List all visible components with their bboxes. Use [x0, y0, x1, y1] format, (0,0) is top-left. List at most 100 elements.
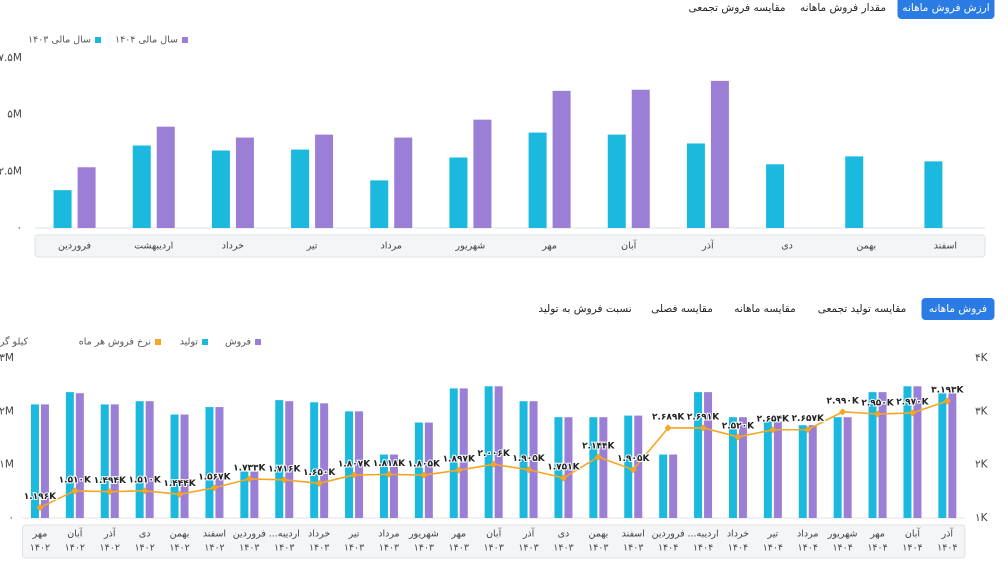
tab-active[interactable]: [897, 0, 995, 19]
x-tick-label: شهریور: [408, 529, 439, 540]
x-tick-label: ۱۴۰۳: [588, 543, 608, 554]
bar: [379, 454, 388, 518]
tab-active[interactable]: [921, 298, 995, 320]
bar: [484, 386, 493, 518]
bar: [763, 421, 772, 518]
data-label: ۱.۷۳۳K: [233, 463, 266, 473]
line-point: [420, 471, 428, 479]
legend-swatch: [255, 339, 261, 345]
tab[interactable]: مقایسه تولید تجمعی: [818, 303, 907, 315]
x-tick-label: بهمن: [170, 529, 190, 540]
y-tick-label: ۰: [16, 222, 22, 234]
bar: [798, 425, 807, 518]
x-tick-label: اسفند: [934, 241, 957, 252]
x-tick-label: ۱۴۰۳: [344, 543, 364, 554]
x-tick-label: خرداد: [727, 529, 749, 540]
x-tick-label: شهریور: [827, 529, 858, 540]
x-tick-label: فروردین: [233, 529, 266, 540]
x-tick-label: ۱۴۰۲: [134, 543, 154, 554]
tab[interactable]: مقایسه ماهانه: [734, 303, 796, 315]
x-tick-label: مرداد: [378, 529, 399, 540]
tab[interactable]: فروش ماهانه: [929, 303, 987, 315]
bar: [833, 417, 842, 518]
bar: [631, 89, 650, 228]
bar: [145, 401, 154, 518]
tab[interactable]: مقایسه فروش تجمعی: [688, 2, 785, 14]
bar: [728, 417, 737, 518]
line-point: [350, 471, 358, 479]
x-tick-label: آبان: [621, 239, 637, 252]
legend-label: سال مالی ۱۴۰۴: [115, 35, 178, 46]
x-tick-label: ۱۴۰۳: [483, 543, 503, 554]
bar: [240, 471, 249, 518]
data-label: ۱.۸۱۸K: [373, 459, 406, 469]
y2-tick-label: ۲K: [975, 459, 989, 471]
legend-label: سال مالی ۱۴۰۳: [28, 35, 91, 46]
x-tick-label: تیر: [766, 529, 778, 540]
tab[interactable]: ارزش فروش ماهانه: [902, 2, 989, 14]
data-label: ۳.۱۹۳K: [931, 386, 964, 396]
x-tick-label: اردیبه...: [269, 529, 300, 540]
bar: [529, 401, 538, 518]
bar: [135, 401, 144, 518]
bar: [564, 417, 573, 518]
data-label: ۱.۵۱۰K: [59, 475, 92, 485]
tab[interactable]: مقدار فروش ماهانه: [800, 2, 886, 14]
legend-label: نرخ فروش هر ماه: [79, 337, 151, 348]
x-tick-label: آذر: [522, 527, 535, 540]
x-tick-label: ۱۴۰۲: [100, 543, 120, 554]
bar: [878, 392, 887, 518]
x-tick-label: مهر: [541, 241, 557, 252]
line-point: [280, 476, 288, 484]
x-tick-label: ۱۴۰۴: [798, 543, 818, 554]
x-tick-label: ۱۴۰۴: [937, 543, 957, 554]
x-tick-label: بهمن: [588, 529, 608, 540]
x-tick-label: مهر: [869, 529, 885, 540]
line-point: [769, 426, 777, 434]
x-tick-label: مهر: [32, 529, 48, 540]
data-label: ۱.۷۱۶K: [268, 464, 301, 474]
x-tick-label: آذر: [103, 527, 116, 540]
x-tick-label: آبان: [905, 527, 921, 540]
x-tick-label: مرداد: [381, 241, 402, 252]
bar: [449, 157, 468, 228]
bar: [710, 80, 729, 228]
x-tick-label: آبان: [486, 527, 502, 540]
legend-label: فروش: [225, 337, 251, 348]
bar: [315, 134, 334, 228]
line-point: [559, 474, 567, 482]
y2-tick-label: ۱K: [975, 512, 989, 524]
y-axis-title: کیلو گرم: [0, 336, 28, 348]
bar: [843, 417, 852, 518]
x-tick-label: ۱۴۰۴: [902, 543, 922, 554]
bar: [519, 401, 528, 518]
x-tick-label: اردیبه...: [687, 529, 718, 540]
data-label: ۱.۴۴۴K: [163, 479, 196, 489]
data-label: ۲.۱۴۴K: [582, 441, 615, 451]
x-tick-label: دی: [781, 241, 793, 252]
x-tick-label: فروردین: [652, 529, 685, 540]
category-band: [22, 524, 966, 559]
bar: [110, 404, 119, 518]
bar: [449, 388, 458, 518]
data-label: ۲.۹۹۰K: [826, 396, 859, 406]
tab[interactable]: مقایسه فصلی: [651, 303, 713, 315]
bar: [913, 386, 922, 518]
line-point: [71, 487, 79, 495]
data-label: ۲.۶۹۱K: [687, 412, 720, 422]
bar: [808, 425, 817, 518]
bar: [686, 143, 705, 228]
x-tick-label: فروردین: [58, 241, 91, 252]
x-tick-label: ۱۴۰۴: [728, 543, 748, 554]
x-tick-label: شهریور: [455, 241, 486, 252]
bar: [275, 400, 284, 518]
data-label: ۲.۹۵۰K: [861, 399, 894, 409]
x-tick-label: ۱۴۰۳: [518, 543, 538, 554]
bar: [170, 414, 179, 518]
tab[interactable]: نسبت فروش به تولید: [538, 303, 631, 315]
bar: [285, 401, 294, 518]
bar: [528, 132, 547, 228]
bar: [694, 392, 703, 518]
